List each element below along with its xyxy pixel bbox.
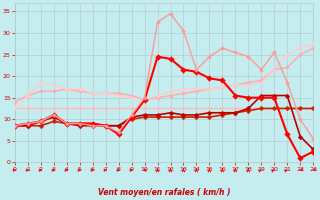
X-axis label: Vent moyen/en rafales ( km/h ): Vent moyen/en rafales ( km/h ) [98,188,230,197]
